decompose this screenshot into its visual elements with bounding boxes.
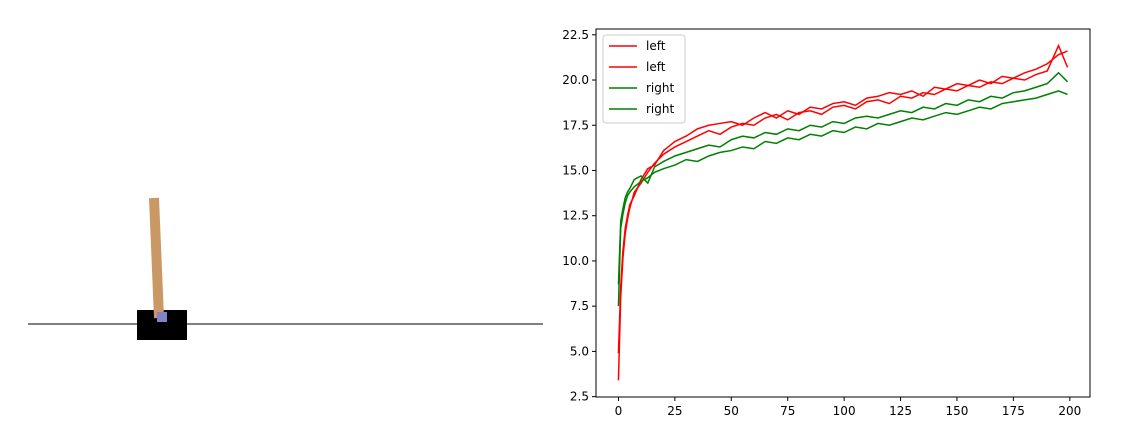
x-tick-label: 200: [1058, 404, 1081, 418]
series-line: [617, 43, 1069, 381]
y-tick-label: 2.5: [570, 390, 589, 404]
y-tick-label: 5.0: [570, 344, 589, 358]
cartpole-render: [28, 197, 543, 340]
y-tick-label: 17.5: [562, 118, 589, 132]
x-tick-label: 50: [724, 404, 739, 418]
y-tick-label: 7.5: [570, 299, 589, 313]
legend-label: left: [646, 60, 666, 74]
y-tick-label: 12.5: [562, 209, 589, 223]
series-line: [617, 71, 1069, 285]
legend-label: right: [646, 102, 674, 116]
x-tick-label: 150: [946, 404, 969, 418]
legend-label: left: [646, 39, 666, 53]
y-tick-label: 22.5: [562, 28, 589, 42]
series-line: [617, 50, 1068, 354]
y-tick-label: 15.0: [562, 163, 589, 177]
pole: [149, 197, 164, 319]
y-tick-label: 10.0: [562, 254, 589, 268]
x-tick-label: 0: [615, 404, 623, 418]
legend-box: [602, 34, 686, 124]
x-tick-label: 100: [833, 404, 856, 418]
y-tick-label: 20.0: [562, 73, 589, 87]
legend: left left right right: [602, 34, 686, 124]
axes-frame: [595, 28, 1091, 398]
x-tick-label: 75: [780, 404, 795, 418]
x-tick-label: 25: [667, 404, 682, 418]
axle: [157, 312, 167, 322]
x-tick-label: 175: [1002, 404, 1025, 418]
legend-label: right: [646, 81, 674, 95]
series-line: [617, 90, 1068, 307]
x-tick-label: 125: [889, 404, 912, 418]
